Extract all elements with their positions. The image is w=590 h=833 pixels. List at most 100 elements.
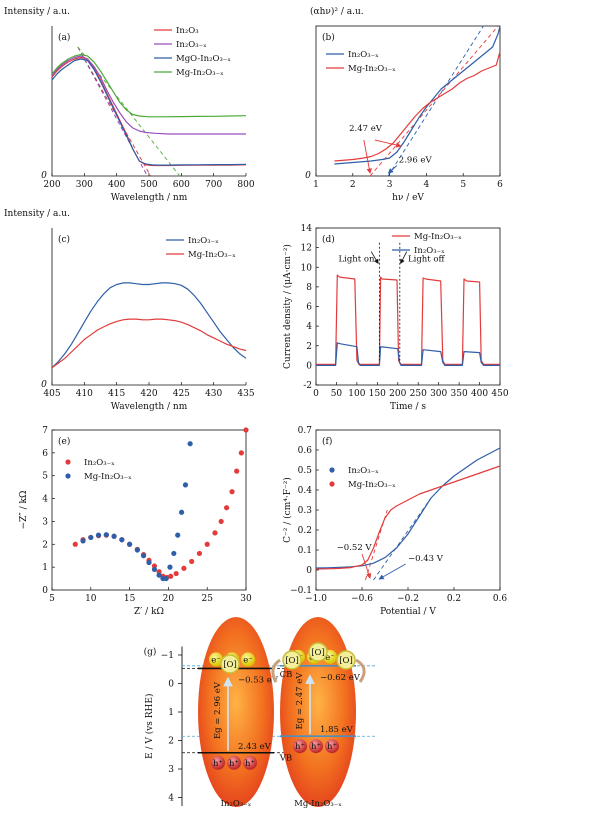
y-tick-label: 2 [42,540,48,550]
energy-tick-label: 1 [168,708,174,718]
oxygen-species [308,642,328,662]
oxygen-species [220,654,240,674]
energy-tick-label: −1 [161,651,174,661]
x-tick-label: 0.6 [493,594,508,604]
x-tick-label: 3 [387,180,393,190]
x-tick-label: 15 [124,594,136,604]
data-point [95,532,102,538]
data-point [140,553,147,559]
x-tick-label: −0.6 [351,594,373,604]
x-tick-label: 500 [140,180,157,190]
x-tick-label: 30 [240,594,252,604]
legend-entry: MgO-In₂O₃₋ₓ [176,54,231,64]
data-point [175,532,181,538]
surface-arc [355,658,366,683]
data-point [178,509,185,515]
y-tick-label: 0.5 [298,466,313,476]
y-tick-label: 0.2 [298,526,312,536]
legend-entry: Mg-In₂O₃₋ₓ [188,250,236,260]
vb-value: 1.85 eV [320,725,354,735]
y-tick-label: 0.6 [298,446,313,456]
y-tick-label: 6 [42,449,48,459]
chart-d: 0 50 100 150 200 250 300 350 400 450-202468101214… [282,224,509,412]
y-axis-label: Intensity / a.u. [4,7,70,17]
cb-value: −0.53 eV [238,675,279,685]
panel-label: (e) [58,436,70,447]
data-point [127,541,133,547]
annotation-arrow [374,139,402,148]
legend-entry: In₂O₃₋ₓ [414,246,445,256]
x-tick-label: 100 [348,389,365,399]
cb-value: −0.62 eV [320,673,361,683]
hole-dot [227,755,241,770]
y-tick-label: 0.1 [298,546,312,556]
x-tick-label: 350 [451,389,468,399]
x-tick-label: 4 [424,180,430,190]
electron-dot [241,652,255,667]
data-point [218,518,224,525]
bandgap-label: Eg = 2.47 eV [295,672,305,730]
x-tick-label: 800 [237,180,254,190]
y-tick-label: 0.4 [298,486,313,496]
data-point [189,558,195,565]
x-tick-label: 420 [140,389,157,399]
y-tick-label: 3 [42,517,48,527]
electron-label: e⁻ [325,653,335,663]
x-tick-label: 400 [108,180,125,190]
y-tick-label: 4 [306,322,312,332]
axes-lines [51,26,246,177]
data-point [204,541,210,547]
x-tick-label: 250 [410,389,427,399]
x-tick-label: 300 [76,180,93,190]
x-tick-label: 1 [313,180,319,190]
legend-marker [65,459,71,465]
y-tick-label: 0 [42,586,48,596]
legend-marker [329,481,335,487]
series-line [51,55,246,135]
hole-dot [211,755,225,770]
hole-dot [243,755,257,770]
oxygen-label: [O] [285,656,299,666]
series-line [334,25,501,165]
data-point [80,538,86,544]
x-tick-label: 415 [108,389,125,399]
x-tick-label: 5 [460,180,466,190]
chart-e: 5 10 15 20 25 30 0 1 2 3 4 5 6 7 Z′ / kΩ −Z″ / kΩ (e) In₂… [19,426,252,617]
x-tick-label: 200 [389,389,406,399]
y-tick-label: −0.1 [290,586,312,596]
data-point [72,541,78,547]
plot-frame [315,429,501,591]
legend-entry: In₂O₃₋ₓ [348,466,379,476]
annotation-arrow [400,251,408,265]
oxygen-label: [O] [339,656,353,666]
y-tick-label: 8 [306,283,312,293]
hole-label: h⁺ [295,742,305,752]
energy-tick-label: 3 [168,765,174,775]
electron-dot [209,652,223,667]
series-line [316,342,500,366]
panel-label: (a) [58,32,70,43]
x-tick-label: 0.2 [447,594,461,604]
chart-a: 200 300 400 500 600 700 800 0 Wavelength / nm Int… [4,7,255,203]
data-point [212,530,218,536]
x-tick-label: 50 [331,389,343,399]
data-point [181,565,187,571]
data-point [243,427,249,433]
oxygen-species [282,650,302,670]
legend-marker [329,467,335,473]
hole-label: h⁺ [213,759,223,769]
x-axis-label: hν / eV [392,193,424,203]
tangent-line [77,46,181,177]
y-tick-label: 0 [41,171,47,181]
x-tick-label: 20 [163,594,175,604]
x-axis-label: Potential / V [380,607,436,617]
y-tick-label: 0.3 [298,506,313,516]
series-line [51,282,247,369]
y-tick-label: 0 [306,361,312,371]
x-tick-label: 2 [350,180,356,190]
x-tick-label: 410 [76,389,93,399]
data-point [238,450,244,456]
legend-entry: In₂O₃ [176,26,199,36]
data-point [163,575,169,582]
hole-label: h⁺ [245,759,255,769]
